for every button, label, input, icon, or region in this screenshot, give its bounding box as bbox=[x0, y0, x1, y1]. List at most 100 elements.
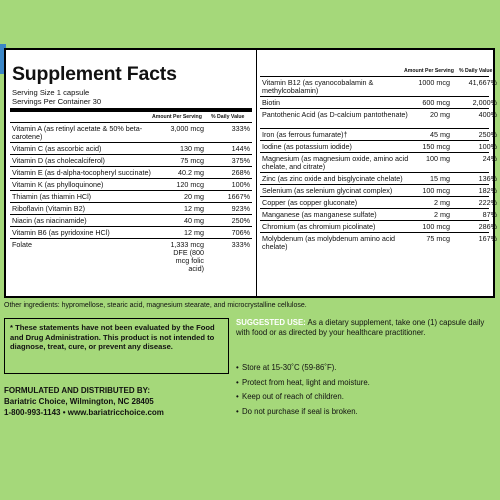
nutrient-name: Vitamin B12 (as cyanocobalamin & methylc… bbox=[262, 77, 374, 95]
nutrient-amount: 100 mg bbox=[426, 153, 450, 163]
nutrient-row: Vitamin B12 (as cyanocobalamin & methylc… bbox=[260, 76, 497, 96]
nutrient-row: Vitamin B6 (as pyridoxine HCl) 12 mg 706% bbox=[10, 226, 252, 238]
facts-right-column: Amount Per Serving % Daily Value Vitamin… bbox=[256, 50, 497, 296]
nutrient-row: Manganese (as manganese sulfate) 2 mg 87% bbox=[260, 208, 497, 220]
nutrient-row: Vitamin A (as retinyl acetate & 50% beta… bbox=[10, 122, 252, 142]
nutrient-amount: 75 mcg bbox=[426, 233, 450, 243]
nutrient-amount: 1,333 mcg DFE (800 mcg folic acid) bbox=[170, 239, 204, 274]
divider-thick bbox=[10, 108, 252, 112]
nutrient-row: Magnesium (as magnesium oxide, amino aci… bbox=[260, 152, 497, 172]
nutrient-name: Vitamin C (as ascorbic acid) bbox=[12, 143, 102, 153]
nutrient-daily-value: 24% bbox=[482, 153, 497, 163]
nutrient-amount: 130 mg bbox=[180, 143, 204, 153]
nutrient-row: Zinc (as zinc oxide and bisglycinate che… bbox=[260, 172, 497, 184]
nutrient-name: Selenium (as selenium glycinat complex) bbox=[262, 185, 393, 195]
distributor-heading: Formulated and Distributed by: bbox=[4, 386, 151, 395]
nutrient-daily-value: 144% bbox=[231, 143, 250, 153]
nutrient-row: Vitamin E (as d-alpha-tocopheryl succina… bbox=[10, 166, 252, 178]
nutrient-daily-value: 250% bbox=[231, 215, 250, 225]
nutrient-amount: 2 mg bbox=[434, 209, 450, 219]
nutrient-name: Riboflavin (Vitamin B2) bbox=[12, 203, 85, 213]
nutrient-row: Thiamin (as thiamin HCl) 20 mg 1667% bbox=[10, 190, 252, 202]
nutrient-daily-value: 100% bbox=[478, 141, 497, 151]
nutrient-row: Iron (as ferrous fumarate)† 45 mg 250% bbox=[260, 128, 497, 140]
dv-header: % Daily Value bbox=[211, 114, 245, 120]
storage-list: Store at 15-30˚C (59-86˚F). Protect from… bbox=[236, 363, 494, 421]
nutrient-amount: 120 mcg bbox=[176, 179, 204, 189]
nutrient-row: Folate 1,333 mcg DFE (800 mcg folic acid)… bbox=[10, 238, 252, 273]
fda-disclaimer: * These statements have not been evaluat… bbox=[4, 318, 229, 374]
nutrient-daily-value: 182% bbox=[478, 185, 497, 195]
nutrient-daily-value: 375% bbox=[231, 155, 250, 165]
nutrient-name: Copper (as copper gluconate) bbox=[262, 197, 358, 207]
nutrient-row: Chromium (as chromium picolinate) 100 mcg… bbox=[260, 220, 497, 232]
nutrient-name: Thiamin (as thiamin HCl) bbox=[12, 191, 92, 201]
distributor-contact: 1-800-993-1143 • www.bariatricchoice.com bbox=[4, 408, 164, 417]
nutrient-amount: 2 mg bbox=[434, 197, 450, 207]
serving-size: Serving Size 1 capsule bbox=[12, 88, 90, 97]
nutrient-name: Pantothenic Acid (as D-calcium pantothen… bbox=[262, 109, 408, 119]
nutrient-name: Vitamin D (as cholecalciferol) bbox=[12, 155, 105, 165]
nutrient-daily-value: 136% bbox=[478, 173, 497, 183]
supplement-facts-panel: Supplement Facts Serving Size 1 capsule … bbox=[4, 48, 497, 298]
nutrient-amount: 600 mcg bbox=[422, 97, 450, 107]
nutrient-amount: 150 mcg bbox=[422, 141, 450, 151]
nutrient-row: Selenium (as selenium glycinat complex) 1… bbox=[260, 184, 497, 196]
nutrient-daily-value: 333% bbox=[231, 239, 250, 249]
nutrient-daily-value: 1667% bbox=[227, 191, 250, 201]
nutrient-daily-value: 286% bbox=[478, 221, 497, 231]
nutrient-name: Chromium (as chromium picolinate) bbox=[262, 221, 376, 231]
nutrient-name: Zinc (as zinc oxide and bisglycinate che… bbox=[262, 173, 403, 183]
nutrient-name: Folate bbox=[12, 239, 32, 249]
nutrient-name: Vitamin K (as phylloquinone) bbox=[12, 179, 104, 189]
nutrient-amount: 40 mg bbox=[184, 215, 204, 225]
nutrient-daily-value: 100% bbox=[231, 179, 250, 189]
storage-item: Protect from heat, light and moisture. bbox=[236, 378, 494, 388]
nutrient-name: Vitamin A (as retinyl acetate & 50% beta… bbox=[12, 123, 143, 141]
storage-item: Keep out of reach of children. bbox=[236, 392, 494, 402]
nutrient-name: Molybdenum (as molybdenum amino acid che… bbox=[262, 233, 396, 251]
servings-per-container: Servings Per Container 30 bbox=[12, 97, 102, 106]
storage-item: Store at 15-30˚C (59-86˚F). bbox=[236, 363, 494, 373]
left-nutrient-list: Vitamin A (as retinyl acetate & 50% beta… bbox=[10, 122, 252, 273]
nutrient-row: Copper (as copper gluconate) 2 mg 222% bbox=[260, 196, 497, 208]
nutrient-amount: 100 mcg bbox=[422, 185, 450, 195]
suggested-use: Suggested Use: As a dietary supplement, … bbox=[236, 318, 494, 338]
suggested-use-label: Suggested Use: bbox=[236, 318, 306, 327]
nutrient-name: Iron (as ferrous fumarate)† bbox=[262, 129, 348, 139]
facts-left-column: Supplement Facts Serving Size 1 capsule … bbox=[6, 50, 257, 296]
nutrient-name: Vitamin B6 (as pyridoxine HCl) bbox=[12, 227, 110, 237]
nutrient-daily-value: 400% bbox=[478, 109, 497, 119]
nutrient-amount: 100 mcg bbox=[422, 221, 450, 231]
nutrient-row: Vitamin K (as phylloquinone) 120 mcg 100% bbox=[10, 178, 252, 190]
nutrient-name: Iodine (as potassium iodide) bbox=[262, 141, 352, 151]
other-ingredients: Other ingredients: hypromellose, stearic… bbox=[4, 302, 307, 309]
nutrient-amount: 40.2 mg bbox=[178, 167, 204, 177]
blue-edge-tab bbox=[0, 44, 6, 74]
suggested-use-text: As a dietary supplement, take one (1) ca… bbox=[236, 318, 485, 337]
nutrient-daily-value: 167% bbox=[478, 233, 497, 243]
nutrient-name: Niacin (as niacinamide) bbox=[12, 215, 87, 225]
nutrient-daily-value: 222% bbox=[478, 197, 497, 207]
distributor-info: Formulated and Distributed by: Bariatric… bbox=[4, 385, 229, 418]
nutrient-amount: 15 mg bbox=[430, 173, 450, 183]
nutrient-name: Biotin bbox=[262, 97, 280, 107]
nutrient-amount: 1000 mcg bbox=[418, 77, 450, 87]
nutrient-row: Pantothenic Acid (as D-calcium pantothen… bbox=[260, 108, 497, 128]
nutrient-daily-value: 2,000% bbox=[472, 97, 497, 107]
nutrient-daily-value: 706% bbox=[231, 227, 250, 237]
distributor-address: Bariatric Choice, Wilmington, NC 28405 bbox=[4, 397, 154, 406]
nutrient-amount: 3,000 mcg bbox=[170, 123, 204, 133]
nutrient-daily-value: 333% bbox=[231, 123, 250, 133]
nutrient-row: Biotin 600 mcg 2,000% bbox=[260, 96, 497, 108]
storage-item: Do not purchase if seal is broken. bbox=[236, 407, 494, 417]
nutrient-daily-value: 268% bbox=[231, 167, 250, 177]
nutrient-name: Manganese (as manganese sulfate) bbox=[262, 209, 377, 219]
nutrient-daily-value: 250% bbox=[478, 129, 497, 139]
nutrient-amount: 12 mg bbox=[184, 203, 204, 213]
nutrient-name: Magnesium (as magnesium oxide, amino aci… bbox=[262, 153, 409, 171]
facts-title: Supplement Facts bbox=[12, 63, 177, 85]
nutrient-amount: 45 mg bbox=[430, 129, 450, 139]
nutrient-row: Riboflavin (Vitamin B2) 12 mg 923% bbox=[10, 202, 252, 214]
nutrient-amount: 75 mcg bbox=[180, 155, 204, 165]
